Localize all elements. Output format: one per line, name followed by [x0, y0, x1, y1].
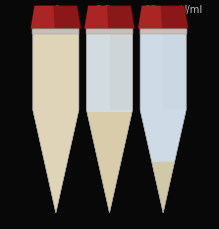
Polygon shape: [31, 6, 81, 29]
Text: 2.5: 2.5: [95, 5, 111, 15]
Polygon shape: [86, 29, 133, 34]
Polygon shape: [138, 6, 162, 29]
Polygon shape: [32, 29, 79, 34]
Text: 0: 0: [54, 5, 60, 15]
Polygon shape: [140, 29, 186, 213]
Polygon shape: [84, 6, 135, 29]
Polygon shape: [87, 29, 132, 112]
Text: U/ml: U/ml: [179, 5, 202, 15]
Polygon shape: [110, 29, 132, 110]
Polygon shape: [56, 29, 79, 110]
Polygon shape: [33, 29, 79, 213]
Polygon shape: [152, 161, 175, 213]
Polygon shape: [87, 112, 132, 213]
Polygon shape: [138, 6, 188, 29]
Polygon shape: [31, 6, 55, 29]
Polygon shape: [163, 29, 186, 110]
Polygon shape: [140, 29, 186, 161]
Polygon shape: [84, 6, 108, 29]
Polygon shape: [140, 29, 187, 34]
Polygon shape: [33, 29, 79, 213]
Polygon shape: [87, 29, 132, 213]
Text: 25: 25: [145, 5, 157, 15]
